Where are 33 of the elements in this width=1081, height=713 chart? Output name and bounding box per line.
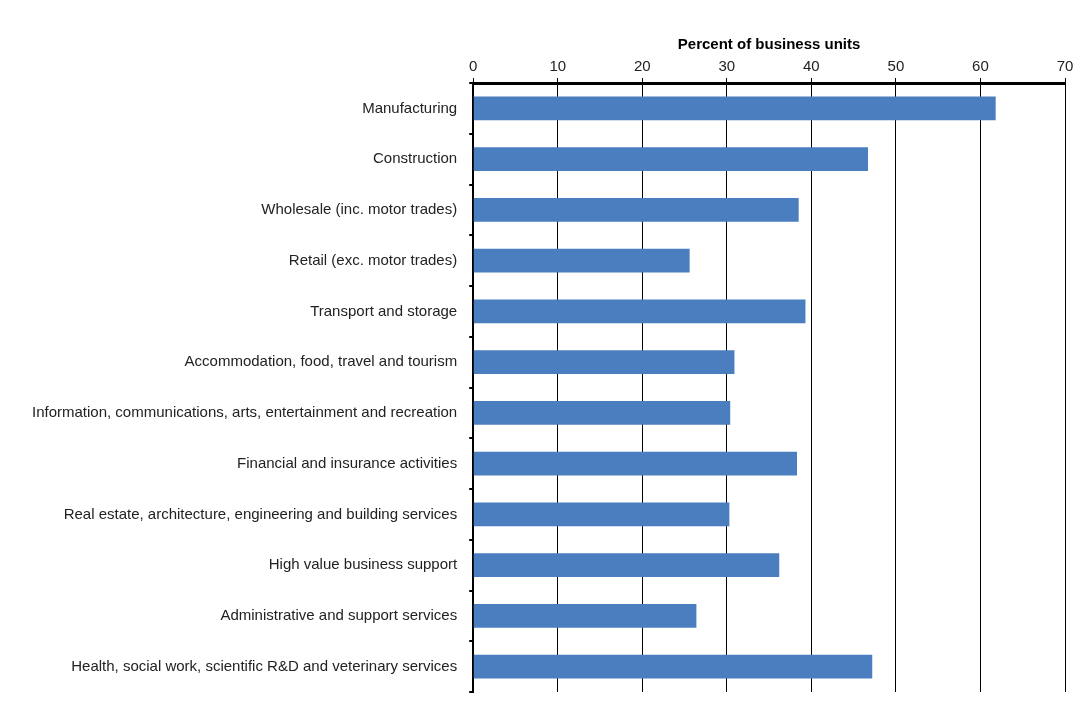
bar	[473, 400, 731, 425]
bar	[473, 502, 730, 527]
y-tick-label: Retail (exc. motor trades)	[288, 250, 458, 268]
y-tick-label: Financial and insurance activities	[237, 453, 458, 471]
x-tick-label: 10	[549, 57, 567, 75]
bar	[473, 451, 797, 476]
bar	[473, 197, 799, 222]
y-tick-label: Real estate, architecture, engineering and building services	[63, 504, 458, 522]
y-tick-label: Administrative and support services	[220, 606, 458, 624]
y-tick-label: Wholesale (inc. motor trades)	[261, 200, 458, 218]
x-tick-label: 0	[469, 57, 478, 75]
bar	[473, 299, 806, 324]
x-tick-label: 40	[803, 57, 820, 75]
y-tick-label: High value business support	[268, 555, 459, 573]
x-axis-title: Percent of business units	[677, 35, 861, 53]
bar	[473, 248, 690, 273]
y-tick-label: Accommodation, food, travel and tourism	[184, 352, 458, 370]
y-tick-label: Construction	[372, 149, 458, 167]
x-tick-label: 70	[1056, 57, 1074, 75]
bar	[473, 603, 697, 628]
y-tick-label: Information, communications, arts, entertainment and recreation	[31, 403, 458, 421]
bar	[473, 553, 780, 578]
y-tick-label: Transport and storage	[310, 301, 458, 319]
y-tick-label: Manufacturing	[362, 98, 458, 116]
x-tick-label: 20	[633, 57, 651, 75]
bar	[473, 147, 869, 172]
bar	[473, 96, 996, 121]
x-tick-label: 30	[718, 57, 736, 75]
y-tick-label: Health, social work, scientific R&D and veterinary services	[71, 656, 458, 674]
x-tick-label: 50	[887, 57, 905, 75]
x-tick-label: 60	[972, 57, 989, 75]
bar	[473, 654, 873, 679]
bar	[473, 350, 735, 375]
